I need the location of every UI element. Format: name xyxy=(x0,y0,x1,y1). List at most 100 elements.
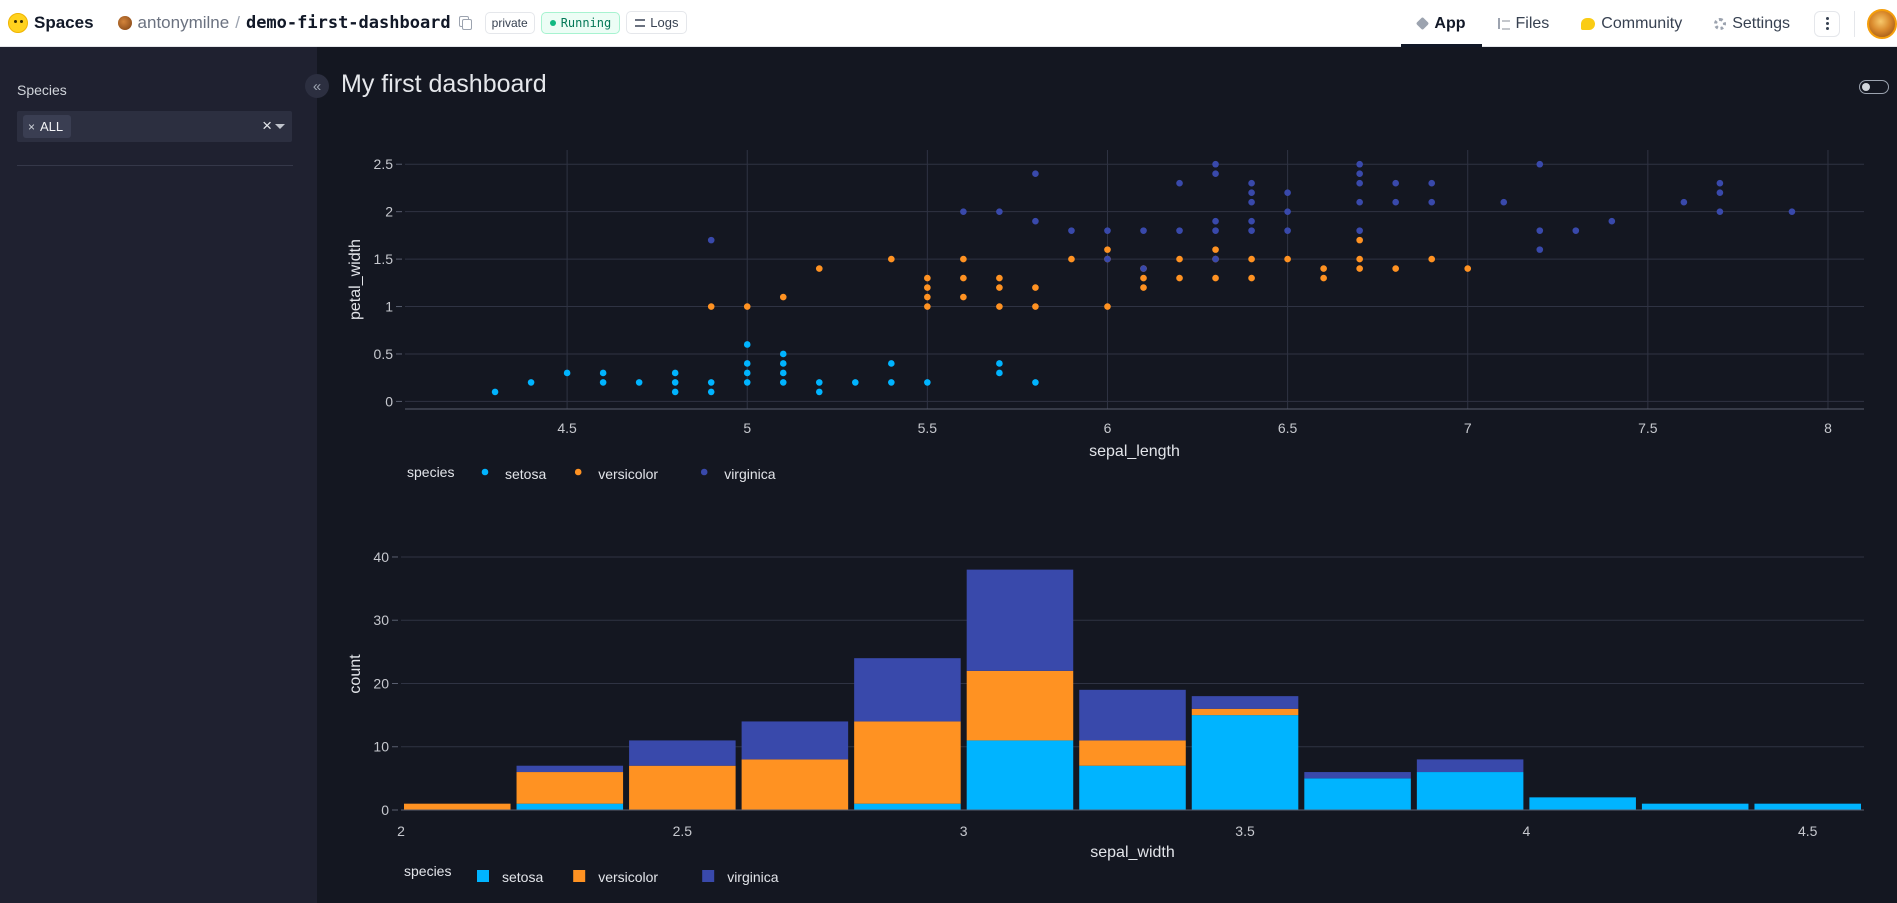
toggle-knob xyxy=(1862,83,1870,91)
logs-button[interactable]: Logs xyxy=(626,11,688,34)
tab-community[interactable]: Community xyxy=(1565,0,1698,47)
copy-icon[interactable] xyxy=(458,16,472,30)
scatter-point-virginica xyxy=(1284,227,1291,234)
scatter-point-setosa xyxy=(1032,379,1039,386)
scatter-y-tick-label: 0 xyxy=(385,393,393,409)
scatter-point-virginica xyxy=(960,208,967,215)
tab-files[interactable]: Files xyxy=(1482,0,1566,47)
more-options-button[interactable] xyxy=(1814,10,1840,37)
scatter-y-axis-title: petal_width xyxy=(347,239,364,320)
histogram-bar-setosa xyxy=(1416,772,1524,810)
histogram-bar-virginica xyxy=(629,740,736,766)
scatter-point-virginica xyxy=(1536,160,1544,168)
histogram-bar-virginica xyxy=(1079,689,1186,741)
spaces-link[interactable]: Spaces xyxy=(34,12,94,32)
scatter-point-versicolor xyxy=(1356,236,1363,244)
scatter-point-versicolor xyxy=(1392,265,1399,272)
owner-link[interactable]: antonymilne xyxy=(137,12,230,32)
histogram-y-tick-label: 20 xyxy=(373,675,389,691)
space-header: Spaces antonymilne / demo-first-dashboar… xyxy=(8,0,688,45)
histogram-y-tick-label: 30 xyxy=(373,612,389,628)
scatter-point-virginica xyxy=(1356,227,1363,234)
scatter-point-virginica xyxy=(1032,217,1039,225)
more-dot-icon xyxy=(1825,17,1829,20)
path-separator: / xyxy=(235,12,240,32)
hugging-face-logo-icon[interactable] xyxy=(8,12,28,33)
scatter-point-versicolor xyxy=(1032,284,1039,291)
scatter-point-setosa xyxy=(491,388,499,396)
user-avatar[interactable] xyxy=(1867,8,1897,39)
histogram-bar-versicolor xyxy=(741,759,849,810)
scatter-point-virginica xyxy=(1428,198,1436,206)
histogram-bar-setosa xyxy=(1079,765,1186,810)
tab-app-label: App xyxy=(1434,14,1466,32)
scatter-point-versicolor xyxy=(924,274,931,282)
scatter-point-versicolor xyxy=(1104,303,1111,310)
scatter-point-versicolor xyxy=(1068,255,1075,263)
status-badge[interactable]: Running xyxy=(540,11,621,34)
species-filter-dropdown[interactable]: × ALL × xyxy=(17,111,292,142)
scatter-point-virginica xyxy=(1032,170,1039,178)
tab-settings[interactable]: Settings xyxy=(1698,0,1806,47)
scatter-point-virginica xyxy=(1608,217,1616,225)
scatter-point-virginica xyxy=(1500,198,1508,206)
scatter-point-versicolor xyxy=(960,293,967,301)
scatter-y-tick-label: 2 xyxy=(385,204,393,220)
scatter-point-versicolor xyxy=(924,303,931,310)
repo-name-link[interactable]: demo-first-dashboard xyxy=(245,12,451,33)
scatter-legend-label-virginica: virginica xyxy=(724,466,776,482)
histogram-legend-label-virginica: virginica xyxy=(727,869,779,885)
scatter-point-virginica xyxy=(1356,198,1363,206)
scatter-x-axis-title: sepal_length xyxy=(1089,443,1180,460)
tab-settings-label: Settings xyxy=(1732,14,1790,32)
scatter-x-tick-label: 6.5 xyxy=(1278,420,1298,436)
scatter-point-setosa xyxy=(996,369,1003,377)
scatter-point-virginica xyxy=(1212,170,1219,178)
collapse-sidebar-button[interactable]: « xyxy=(305,74,329,98)
scatter-point-virginica xyxy=(1248,227,1255,234)
scatter-point-virginica xyxy=(1248,179,1255,187)
scatter-point-versicolor xyxy=(1356,265,1363,272)
status-dot-icon xyxy=(549,19,556,26)
tab-app[interactable]: App xyxy=(1401,0,1482,47)
scatter-x-tick-label: 8 xyxy=(1824,420,1832,436)
scatter-point-setosa xyxy=(671,388,679,396)
scatter-point-virginica xyxy=(707,236,715,244)
scatter-point-virginica xyxy=(1356,160,1363,168)
histogram-x-tick-label: 2 xyxy=(397,823,405,839)
scatter-point-setosa xyxy=(563,369,571,377)
scatter-point-setosa xyxy=(924,379,931,386)
histogram-bar-versicolor xyxy=(1191,708,1299,716)
scatter-point-setosa xyxy=(779,379,787,386)
scatter-point-virginica xyxy=(1356,170,1363,178)
histogram-y-tick-label: 40 xyxy=(373,549,389,565)
scatter-point-versicolor xyxy=(996,274,1003,282)
chip-remove-icon[interactable]: × xyxy=(28,119,36,134)
scatter-point-virginica xyxy=(1140,227,1147,234)
scatter-point-virginica xyxy=(1212,160,1219,168)
histogram-bar-setosa xyxy=(966,740,1074,810)
histogram-y-axis-title: count xyxy=(347,654,364,694)
files-icon xyxy=(1497,18,1510,30)
scatter-point-virginica xyxy=(1248,189,1255,196)
histogram-legend-label-versicolor: versicolor xyxy=(598,869,658,885)
scatter-point-setosa xyxy=(815,388,823,396)
histogram-bar-setosa xyxy=(1754,803,1861,810)
histogram-bar-virginica xyxy=(966,569,1074,671)
scatter-point-versicolor xyxy=(1176,255,1183,263)
histogram-bar-virginica xyxy=(1416,759,1524,773)
clear-selection-icon[interactable]: × xyxy=(262,116,272,135)
histogram-bar-setosa xyxy=(1641,803,1749,810)
histogram-x-tick-label: 4.5 xyxy=(1798,823,1818,839)
theme-toggle[interactable] xyxy=(1859,80,1889,94)
histogram-legend-swatch-virginica xyxy=(702,870,715,882)
selected-value-chip: × ALL xyxy=(23,115,72,138)
scatter-point-virginica xyxy=(1536,246,1544,253)
histogram-legend-label-setosa: setosa xyxy=(502,869,543,885)
scatter-point-versicolor xyxy=(996,303,1003,310)
scatter-point-versicolor xyxy=(1320,265,1327,272)
scatter-point-versicolor xyxy=(1104,246,1111,253)
scatter-point-setosa xyxy=(707,379,715,386)
chevron-down-icon[interactable] xyxy=(275,124,285,129)
